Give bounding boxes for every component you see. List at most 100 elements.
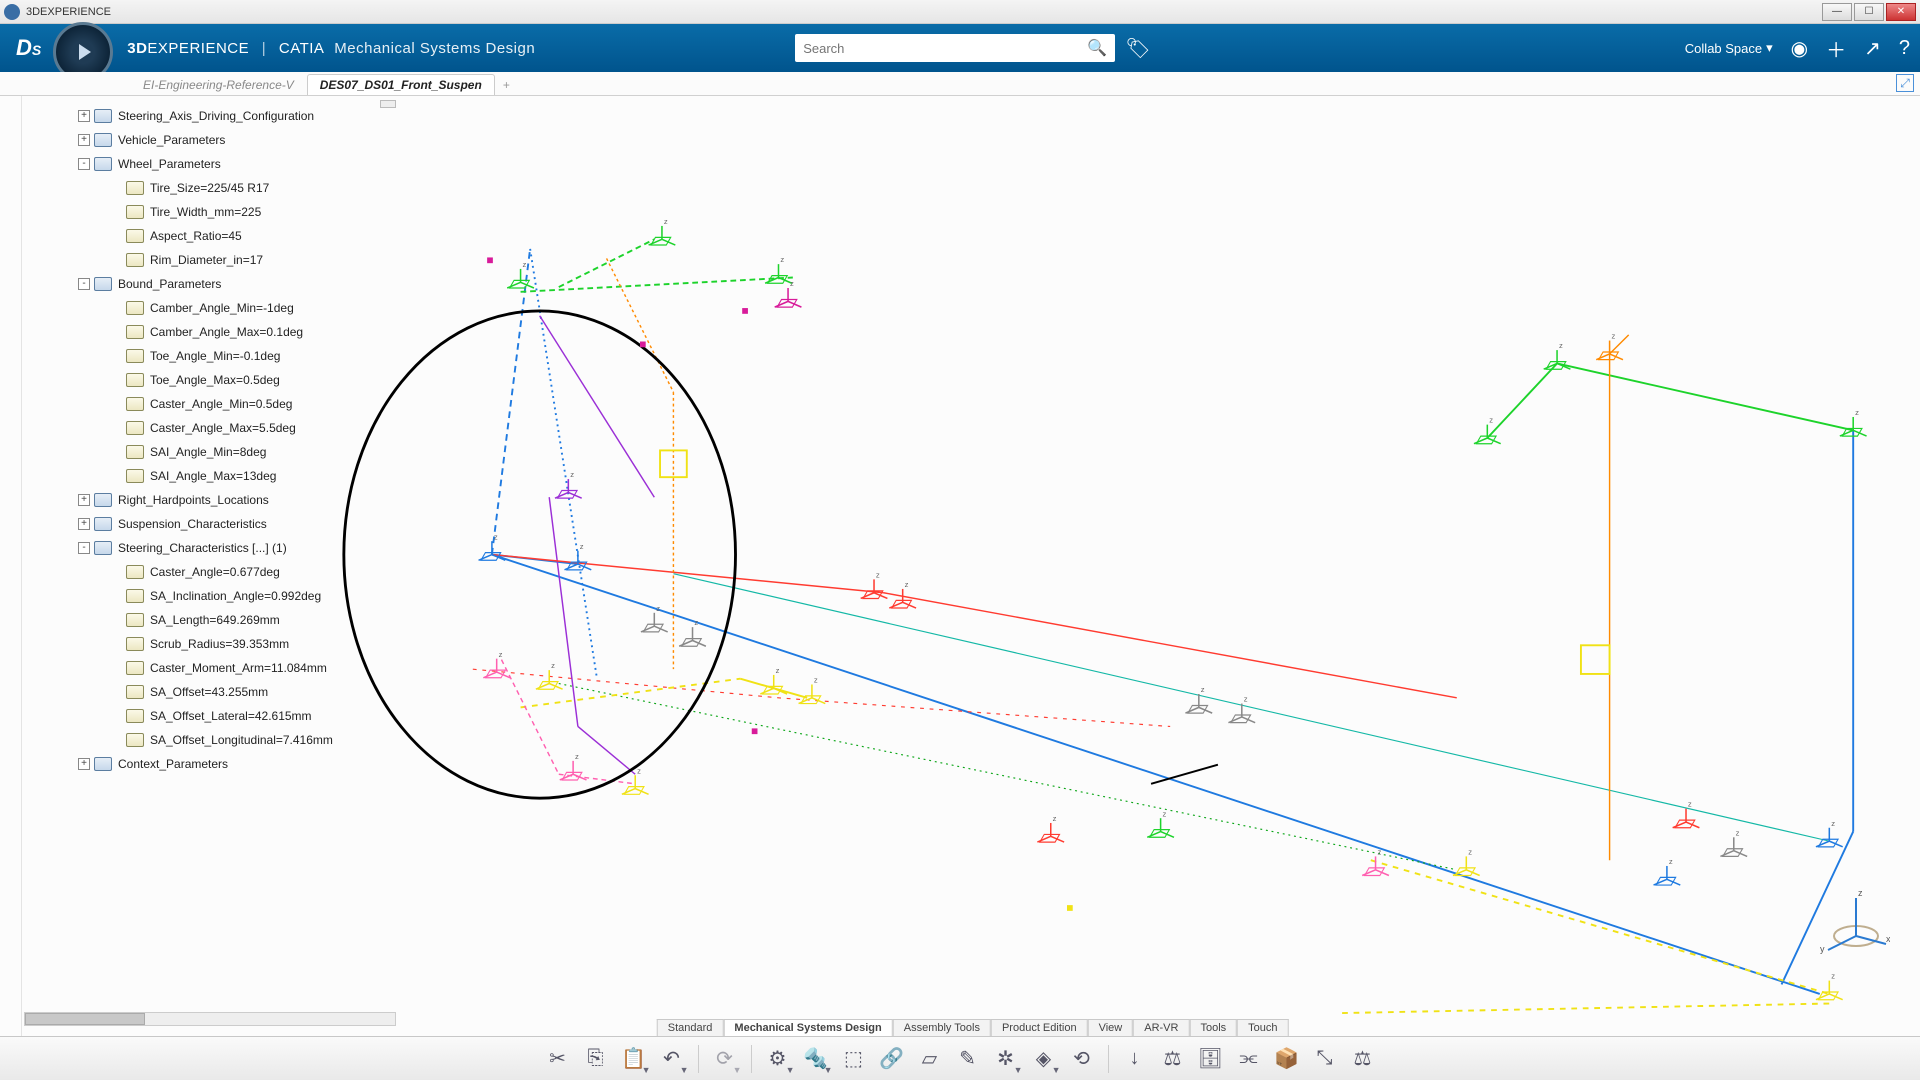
tree-param[interactable]: Aspect_Ratio=45 bbox=[24, 224, 396, 248]
tree-param[interactable]: SA_Length=649.269mm bbox=[24, 608, 396, 632]
svg-text:z: z bbox=[814, 676, 818, 685]
tab-add-button[interactable]: + bbox=[495, 75, 518, 95]
link-icon[interactable]: 🔗 bbox=[874, 1042, 910, 1076]
arrow-down-icon[interactable]: ↓ bbox=[1117, 1042, 1153, 1076]
svg-text:z: z bbox=[570, 470, 574, 479]
section-tab[interactable]: View bbox=[1088, 1019, 1134, 1036]
tree-param[interactable]: Caster_Moment_Arm=11.084mm bbox=[24, 656, 396, 680]
tree-param[interactable]: SA_Offset=43.255mm bbox=[24, 680, 396, 704]
tree-param[interactable]: SAI_Angle_Min=8deg bbox=[24, 440, 396, 464]
tree-param[interactable]: Camber_Angle_Max=0.1deg bbox=[24, 320, 396, 344]
tree-param[interactable]: Tire_Size=225/45 R17 bbox=[24, 176, 396, 200]
tree-expander[interactable]: - bbox=[78, 158, 90, 170]
scrollbar-thumb[interactable] bbox=[25, 1013, 145, 1025]
search-icon[interactable]: 🔍 bbox=[1087, 38, 1107, 58]
weight-icon[interactable]: ⚖ bbox=[1155, 1042, 1191, 1076]
tree-label: Caster_Angle_Max=5.5deg bbox=[150, 421, 296, 435]
section-tab[interactable]: Standard bbox=[657, 1019, 724, 1036]
fullscreen-button[interactable]: ⤢ bbox=[1896, 74, 1914, 92]
axis-icon[interactable]: ⤡ bbox=[1307, 1042, 1343, 1076]
plane-icon[interactable]: ▱ bbox=[912, 1042, 948, 1076]
gear-icon[interactable]: ⚙▼ bbox=[760, 1042, 796, 1076]
paste-icon[interactable]: 📋▼ bbox=[616, 1042, 652, 1076]
section-tab[interactable]: Assembly Tools bbox=[893, 1019, 991, 1036]
tree-expander[interactable]: - bbox=[78, 542, 90, 554]
undo-icon[interactable]: ↶▼ bbox=[654, 1042, 690, 1076]
search-input[interactable] bbox=[803, 41, 1087, 56]
maximize-button[interactable]: ☐ bbox=[1854, 3, 1884, 21]
tree-folder[interactable]: +Right_Hardpoints_Locations bbox=[24, 488, 396, 512]
tree-folder[interactable]: -Bound_Parameters bbox=[24, 272, 396, 296]
tree-folder[interactable]: +Vehicle_Parameters bbox=[24, 128, 396, 152]
tree-expander[interactable]: + bbox=[78, 494, 90, 506]
tree-expander[interactable]: + bbox=[78, 134, 90, 146]
tree-expander[interactable]: + bbox=[78, 518, 90, 530]
balance-icon[interactable]: ⚖ bbox=[1345, 1042, 1381, 1076]
parameter-icon bbox=[126, 325, 144, 339]
tree-param[interactable]: SA_Inclination_Angle=0.992deg bbox=[24, 584, 396, 608]
tree-label: Caster_Angle=0.677deg bbox=[150, 565, 280, 579]
search-input-wrap[interactable]: 🔍 bbox=[795, 34, 1115, 62]
svg-text:z: z bbox=[1688, 800, 1692, 809]
parameter-icon bbox=[126, 637, 144, 651]
box-icon[interactable]: 📦 bbox=[1269, 1042, 1305, 1076]
chain-icon[interactable]: ⫘ bbox=[1231, 1042, 1267, 1076]
part-icon[interactable]: ⬚ bbox=[836, 1042, 872, 1076]
collab-space-dropdown[interactable]: Collab Space▾ bbox=[1685, 40, 1773, 56]
svg-text:z: z bbox=[580, 542, 584, 551]
add-icon[interactable]: ＋ bbox=[1826, 34, 1846, 63]
tab-front-suspension[interactable]: DES07_DS01_Front_Suspen bbox=[307, 74, 495, 95]
update-icon[interactable]: ⟲ bbox=[1064, 1042, 1100, 1076]
copy-icon[interactable]: ⎘ bbox=[578, 1042, 614, 1076]
tree-param[interactable]: Caster_Angle_Max=5.5deg bbox=[24, 416, 396, 440]
help-icon[interactable]: ? bbox=[1899, 37, 1910, 60]
tree-expander[interactable]: + bbox=[78, 110, 90, 122]
svg-text:z: z bbox=[551, 661, 555, 670]
tree-param[interactable]: Caster_Angle_Min=0.5deg bbox=[24, 392, 396, 416]
tree-param[interactable]: Tire_Width_mm=225 bbox=[24, 200, 396, 224]
tree-param[interactable]: SA_Offset_Lateral=42.615mm bbox=[24, 704, 396, 728]
tree-scrollbar[interactable] bbox=[24, 1012, 396, 1026]
measure-icon[interactable]: ✎ bbox=[950, 1042, 986, 1076]
tree-param[interactable]: Toe_Angle_Min=-0.1deg bbox=[24, 344, 396, 368]
section-tab[interactable]: Touch bbox=[1237, 1019, 1288, 1036]
folder-icon bbox=[94, 757, 112, 771]
spec-tree[interactable]: + Steering_Axis_Driving_Configuration +Veh… bbox=[24, 104, 396, 1006]
share-icon[interactable]: ↗ bbox=[1864, 36, 1881, 61]
tree-param[interactable]: SA_Offset_Longitudinal=7.416mm bbox=[24, 728, 396, 752]
tag-icon[interactable]: 🏷 bbox=[1125, 36, 1150, 61]
refresh-icon[interactable]: ⟳▼ bbox=[707, 1042, 743, 1076]
tree-label: Steering_Axis_Driving_Configuration bbox=[118, 109, 314, 123]
tree-splitter[interactable] bbox=[380, 96, 386, 1006]
tree-param[interactable]: Camber_Angle_Min=-1deg bbox=[24, 296, 396, 320]
tree-folder[interactable]: - Wheel_Parameters bbox=[24, 152, 396, 176]
tree-param[interactable]: Rim_Diameter_in=17 bbox=[24, 248, 396, 272]
tree-param[interactable]: Toe_Angle_Max=0.5deg bbox=[24, 368, 396, 392]
parameter-icon bbox=[126, 565, 144, 579]
assembly-icon[interactable]: 🔩▼ bbox=[798, 1042, 834, 1076]
kinematic-icon[interactable]: ◈▼ bbox=[1026, 1042, 1062, 1076]
database-icon[interactable]: 🗄 bbox=[1193, 1042, 1229, 1076]
tree-folder[interactable]: -Steering_Characteristics [...] (1) bbox=[24, 536, 396, 560]
tree-expander[interactable]: - bbox=[78, 278, 90, 290]
tree-param[interactable]: Scrub_Radius=39.353mm bbox=[24, 632, 396, 656]
user-icon[interactable]: ◉ bbox=[1791, 36, 1808, 61]
section-tab[interactable]: AR-VR bbox=[1133, 1019, 1189, 1036]
tree-label: Wheel_Parameters bbox=[118, 157, 221, 171]
section-tab[interactable]: Tools bbox=[1189, 1019, 1237, 1036]
svg-text:z: z bbox=[1244, 695, 1248, 704]
tree-folder[interactable]: +Suspension_Characteristics bbox=[24, 512, 396, 536]
section-tab[interactable]: Mechanical Systems Design bbox=[723, 1019, 892, 1036]
cut-icon[interactable]: ✂ bbox=[540, 1042, 576, 1076]
tree-folder[interactable]: + Steering_Axis_Driving_Configuration bbox=[24, 104, 396, 128]
minimize-button[interactable]: — bbox=[1822, 3, 1852, 21]
close-button[interactable]: ✕ bbox=[1886, 3, 1916, 21]
tab-engineering-reference[interactable]: EI-Engineering-Reference-V bbox=[130, 74, 307, 95]
tree-folder[interactable]: +Context_Parameters bbox=[24, 752, 396, 776]
tree-expander[interactable]: + bbox=[78, 758, 90, 770]
tree-label: Caster_Angle_Min=0.5deg bbox=[150, 397, 292, 411]
tree-param[interactable]: Caster_Angle=0.677deg bbox=[24, 560, 396, 584]
mechanism-icon[interactable]: ✲▼ bbox=[988, 1042, 1024, 1076]
section-tab[interactable]: Product Edition bbox=[991, 1019, 1088, 1036]
tree-param[interactable]: SAI_Angle_Max=13deg bbox=[24, 464, 396, 488]
